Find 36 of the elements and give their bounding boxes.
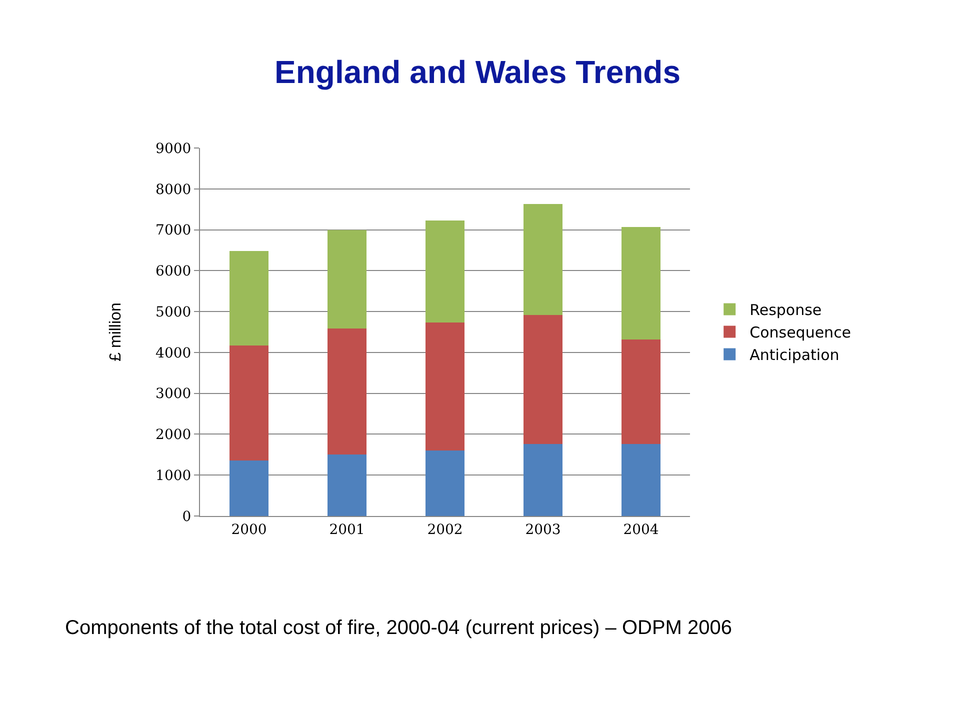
bar xyxy=(229,460,269,516)
x-tick-label: 2000 xyxy=(231,522,267,538)
y-axis-title: £ million xyxy=(107,302,124,362)
bar xyxy=(621,226,661,340)
bar xyxy=(327,230,367,329)
x-tick-label: 2001 xyxy=(329,522,365,538)
y-tick-label: 1000 xyxy=(156,468,192,484)
bar xyxy=(229,251,269,346)
bar xyxy=(327,454,367,516)
chart-title: England and Wales Trends xyxy=(274,54,680,90)
bar xyxy=(523,444,563,516)
x-tick-label: 2004 xyxy=(623,522,659,538)
bar xyxy=(425,450,465,516)
x-tick-label: 2002 xyxy=(427,522,463,538)
y-tick-label: 9000 xyxy=(156,140,192,157)
bar xyxy=(425,220,465,323)
bar xyxy=(523,314,563,444)
y-tick-label: 4000 xyxy=(156,345,192,362)
legend-label: Anticipation xyxy=(750,346,840,364)
y-tick-label: 5000 xyxy=(156,304,192,320)
bar xyxy=(229,345,269,460)
bar xyxy=(621,444,661,516)
y-tick-label: 8000 xyxy=(156,182,192,198)
bar xyxy=(621,339,661,444)
text: Components of the total cost of fire, 2000-04 (current prices) – ODPM 2006 xyxy=(65,617,732,639)
y-tick-label: 0 xyxy=(182,508,192,525)
bar xyxy=(425,322,465,451)
x-tick-label: 2003 xyxy=(525,522,561,538)
y-tick-label: 3000 xyxy=(156,386,192,402)
bar xyxy=(327,328,367,455)
y-tick-label: 6000 xyxy=(156,264,192,280)
y-tick-label: 2000 xyxy=(156,427,192,444)
legend-label: Consequence xyxy=(750,324,852,342)
y-tick-label: 7000 xyxy=(156,222,192,239)
legend-label: Response xyxy=(750,301,822,320)
bar xyxy=(523,204,563,315)
